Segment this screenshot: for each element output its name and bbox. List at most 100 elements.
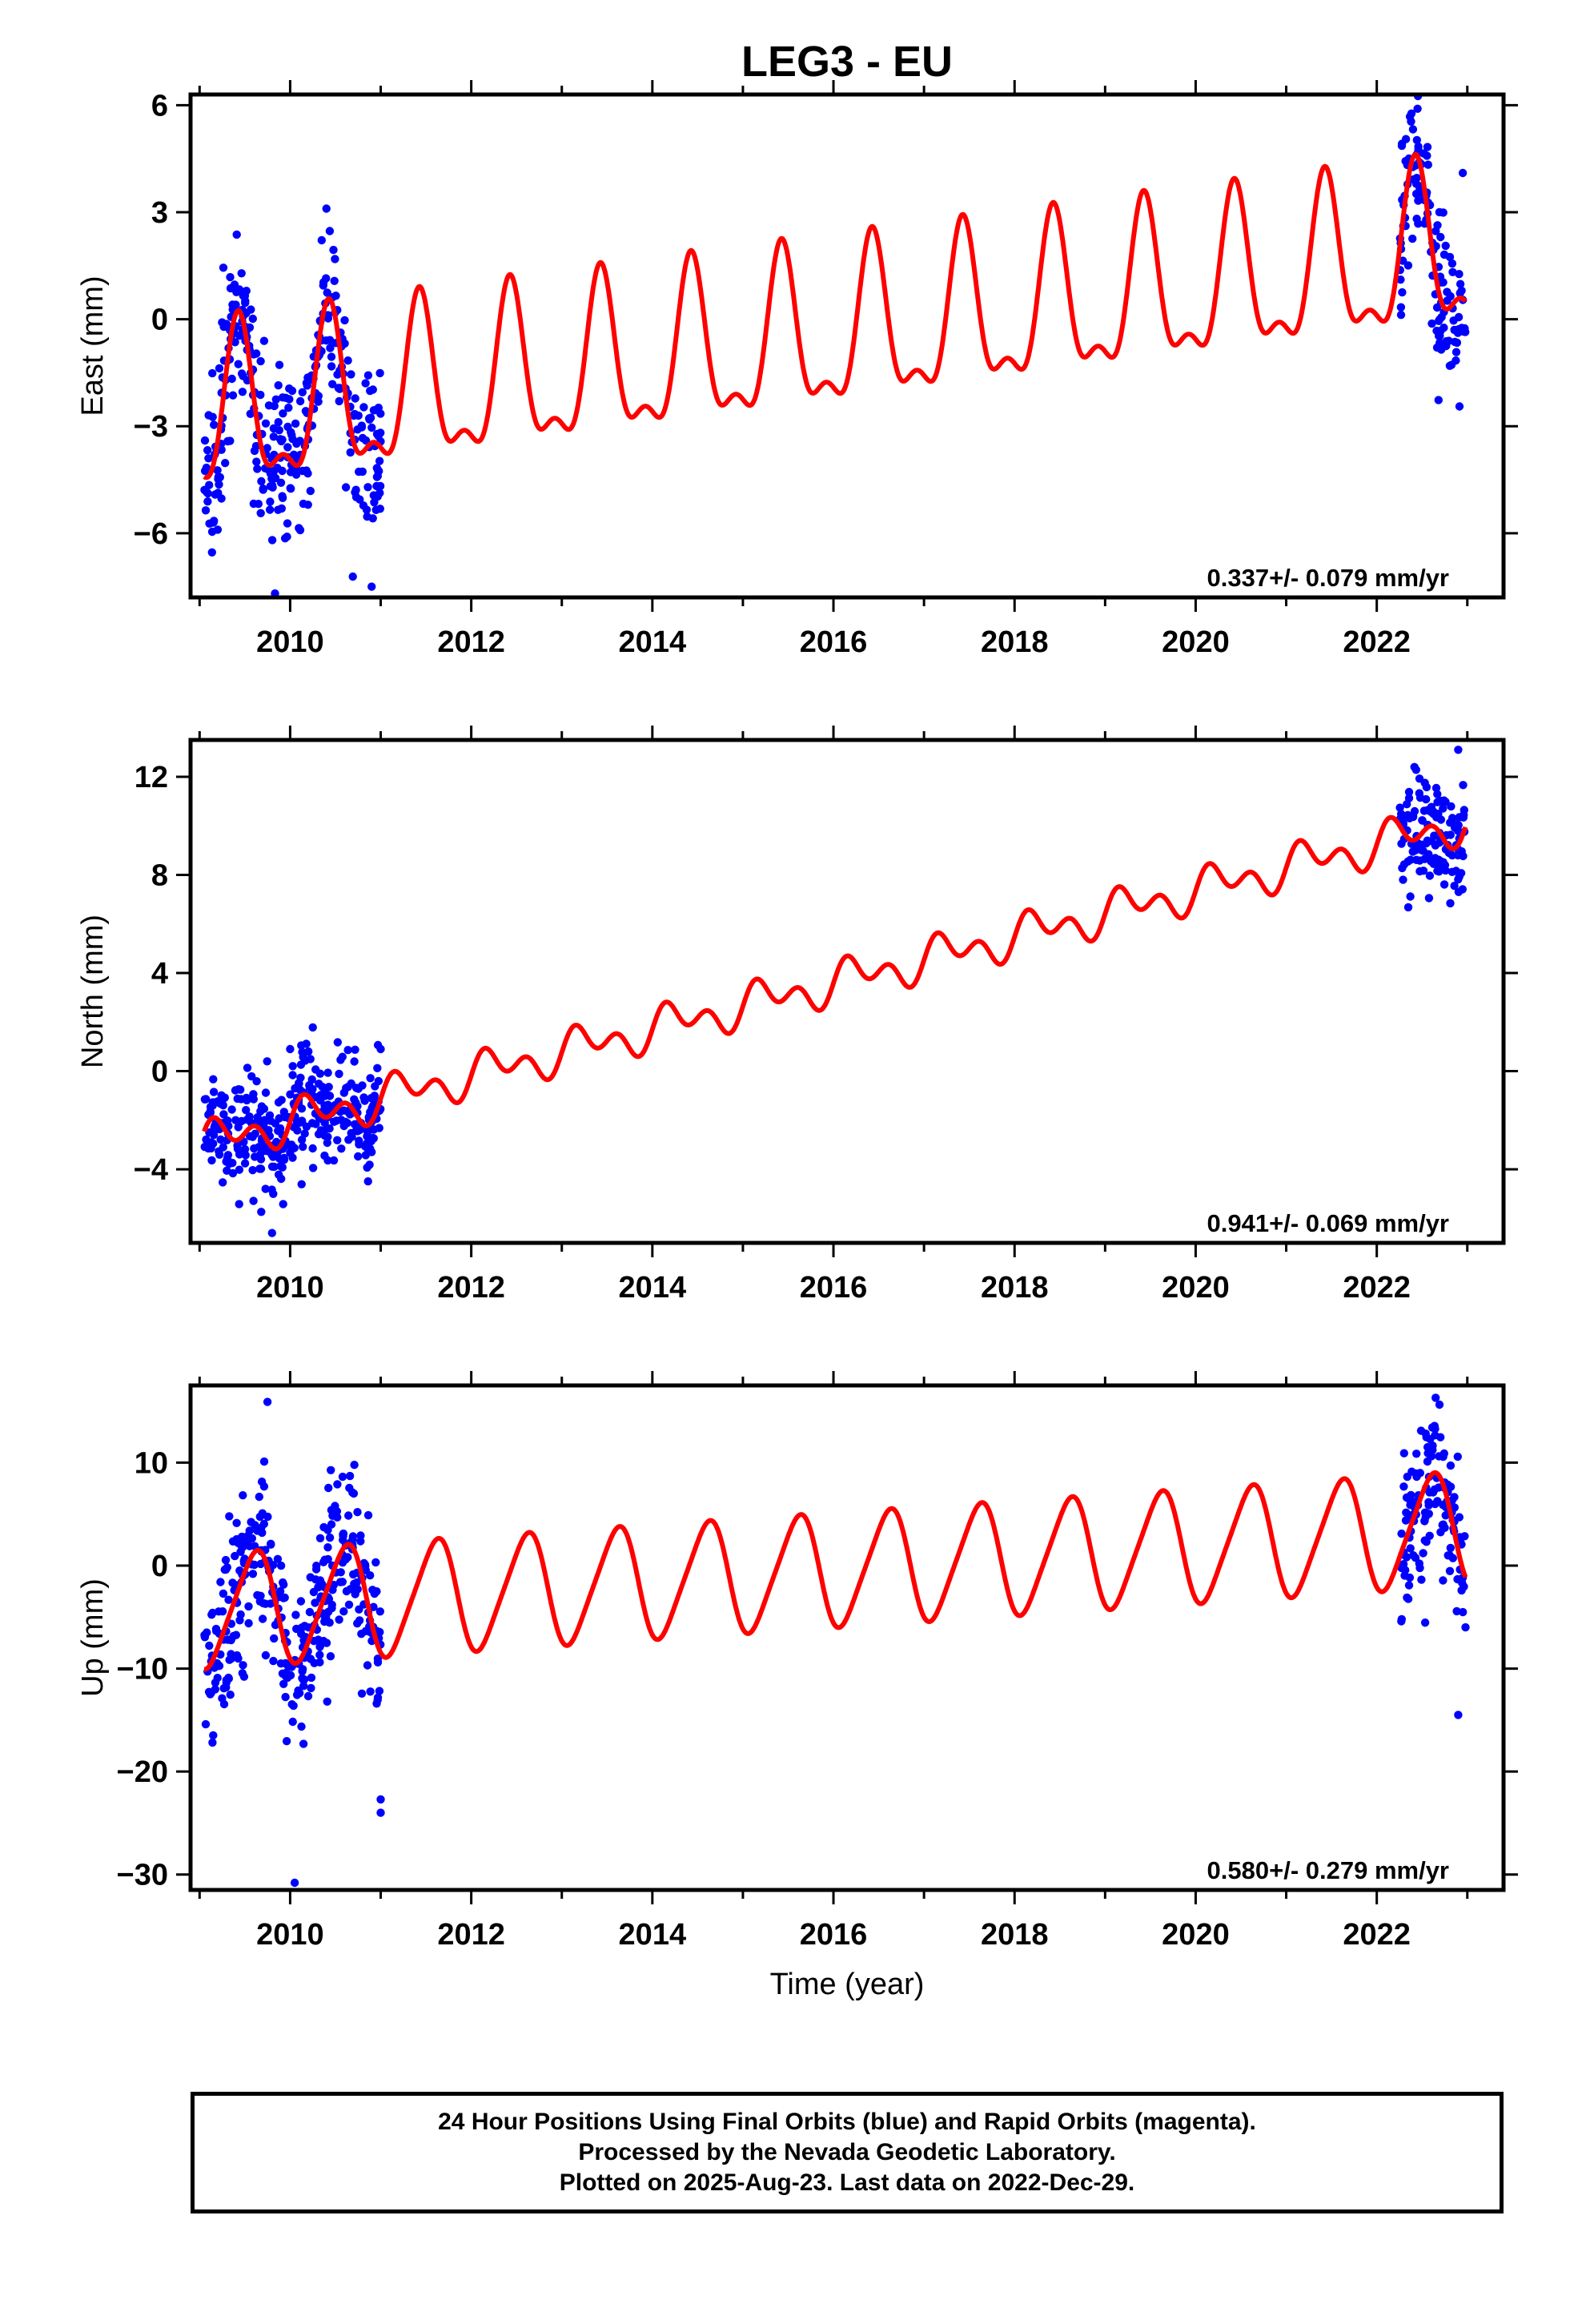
data-point bbox=[335, 396, 343, 406]
data-point bbox=[300, 1129, 309, 1138]
data-point bbox=[261, 1651, 271, 1660]
data-point bbox=[223, 1154, 232, 1163]
data-point bbox=[1456, 279, 1465, 288]
y-tick-label: −20 bbox=[117, 1755, 168, 1789]
data-point bbox=[265, 1111, 275, 1120]
data-point bbox=[248, 314, 257, 324]
data-point bbox=[326, 1652, 335, 1661]
data-point bbox=[256, 1559, 265, 1569]
data-point bbox=[267, 1539, 275, 1549]
data-point bbox=[287, 485, 295, 493]
data-point bbox=[326, 344, 335, 352]
data-point bbox=[335, 384, 344, 392]
data-point bbox=[223, 1635, 232, 1644]
data-point bbox=[1409, 1551, 1418, 1560]
data-point bbox=[263, 1057, 271, 1066]
y-tick-label: −10 bbox=[117, 1653, 168, 1687]
y-tick-label: −30 bbox=[117, 1859, 168, 1892]
observation-points bbox=[200, 746, 1469, 1237]
data-point bbox=[296, 1073, 305, 1083]
data-point bbox=[319, 281, 327, 290]
data-point bbox=[288, 1071, 297, 1080]
data-point bbox=[350, 1579, 359, 1589]
data-point bbox=[278, 1163, 287, 1172]
data-point bbox=[327, 1506, 336, 1514]
data-point bbox=[1398, 287, 1407, 297]
data-point bbox=[245, 1132, 255, 1141]
data-point bbox=[1431, 854, 1439, 862]
data-point bbox=[369, 1602, 378, 1611]
data-point bbox=[221, 1555, 231, 1565]
data-point bbox=[335, 1615, 343, 1624]
data-point bbox=[1448, 267, 1457, 276]
data-point bbox=[289, 1701, 298, 1711]
data-point bbox=[235, 1566, 244, 1575]
data-point bbox=[1452, 348, 1461, 356]
data-point bbox=[227, 1650, 235, 1659]
data-point bbox=[303, 501, 312, 509]
data-point bbox=[339, 1088, 348, 1097]
data-point bbox=[252, 457, 261, 466]
data-point bbox=[366, 1074, 375, 1083]
data-point bbox=[1405, 814, 1414, 822]
y-tick-label: 3 bbox=[151, 196, 168, 230]
data-point bbox=[299, 1142, 307, 1152]
data-point bbox=[328, 1586, 337, 1594]
data-point bbox=[1403, 903, 1413, 912]
y-ticks: −4 0 4 8 12 bbox=[134, 761, 1518, 1187]
data-point bbox=[255, 1164, 264, 1173]
data-point bbox=[363, 1510, 373, 1520]
data-point bbox=[243, 1063, 252, 1072]
data-point bbox=[1423, 836, 1432, 845]
data-point bbox=[315, 1642, 324, 1651]
data-point bbox=[209, 1139, 218, 1148]
data-point bbox=[251, 441, 261, 451]
data-point bbox=[1403, 261, 1413, 270]
data-point bbox=[1447, 259, 1457, 268]
data-point bbox=[224, 1595, 233, 1604]
data-point bbox=[1413, 104, 1422, 113]
x-tick-label: 2012 bbox=[437, 1918, 505, 1952]
data-point bbox=[301, 407, 311, 416]
x-tick-label: 2018 bbox=[981, 1271, 1049, 1305]
data-point bbox=[295, 396, 305, 406]
data-point bbox=[346, 448, 355, 457]
data-point bbox=[1396, 303, 1406, 312]
data-point bbox=[361, 379, 370, 388]
data-point bbox=[1423, 160, 1433, 169]
data-point bbox=[266, 497, 275, 506]
data-point bbox=[315, 1534, 325, 1543]
data-point bbox=[281, 1671, 291, 1681]
data-point bbox=[296, 1597, 306, 1606]
caption-box: 24 Hour Positions Using Final Orbits (bl… bbox=[191, 2092, 1504, 2213]
data-point bbox=[325, 1618, 334, 1627]
data-point bbox=[363, 483, 372, 492]
data-point bbox=[1439, 796, 1448, 805]
data-point bbox=[349, 1570, 358, 1579]
data-point bbox=[323, 311, 332, 320]
caption-line-1: 24 Hour Positions Using Final Orbits (bl… bbox=[438, 2109, 1256, 2135]
data-point bbox=[1407, 1490, 1415, 1500]
y-tick-label: 8 bbox=[151, 858, 168, 892]
data-point bbox=[234, 1654, 243, 1663]
data-point bbox=[1437, 312, 1446, 322]
plot-area bbox=[200, 94, 1470, 597]
data-point bbox=[273, 1554, 283, 1564]
data-point bbox=[315, 1069, 325, 1078]
data-point bbox=[291, 470, 301, 479]
data-point bbox=[1414, 196, 1423, 205]
data-point bbox=[312, 1562, 321, 1570]
data-point bbox=[279, 1578, 287, 1587]
data-point bbox=[355, 1136, 363, 1145]
data-point bbox=[235, 1165, 244, 1174]
data-point bbox=[227, 374, 236, 384]
data-point bbox=[279, 1156, 289, 1164]
data-point bbox=[1459, 781, 1468, 790]
data-point bbox=[308, 1023, 317, 1032]
data-point bbox=[376, 1044, 385, 1054]
data-point bbox=[350, 1120, 359, 1129]
data-point bbox=[257, 476, 266, 486]
data-point bbox=[304, 1047, 313, 1056]
data-point bbox=[300, 1622, 309, 1630]
data-point bbox=[203, 489, 212, 498]
